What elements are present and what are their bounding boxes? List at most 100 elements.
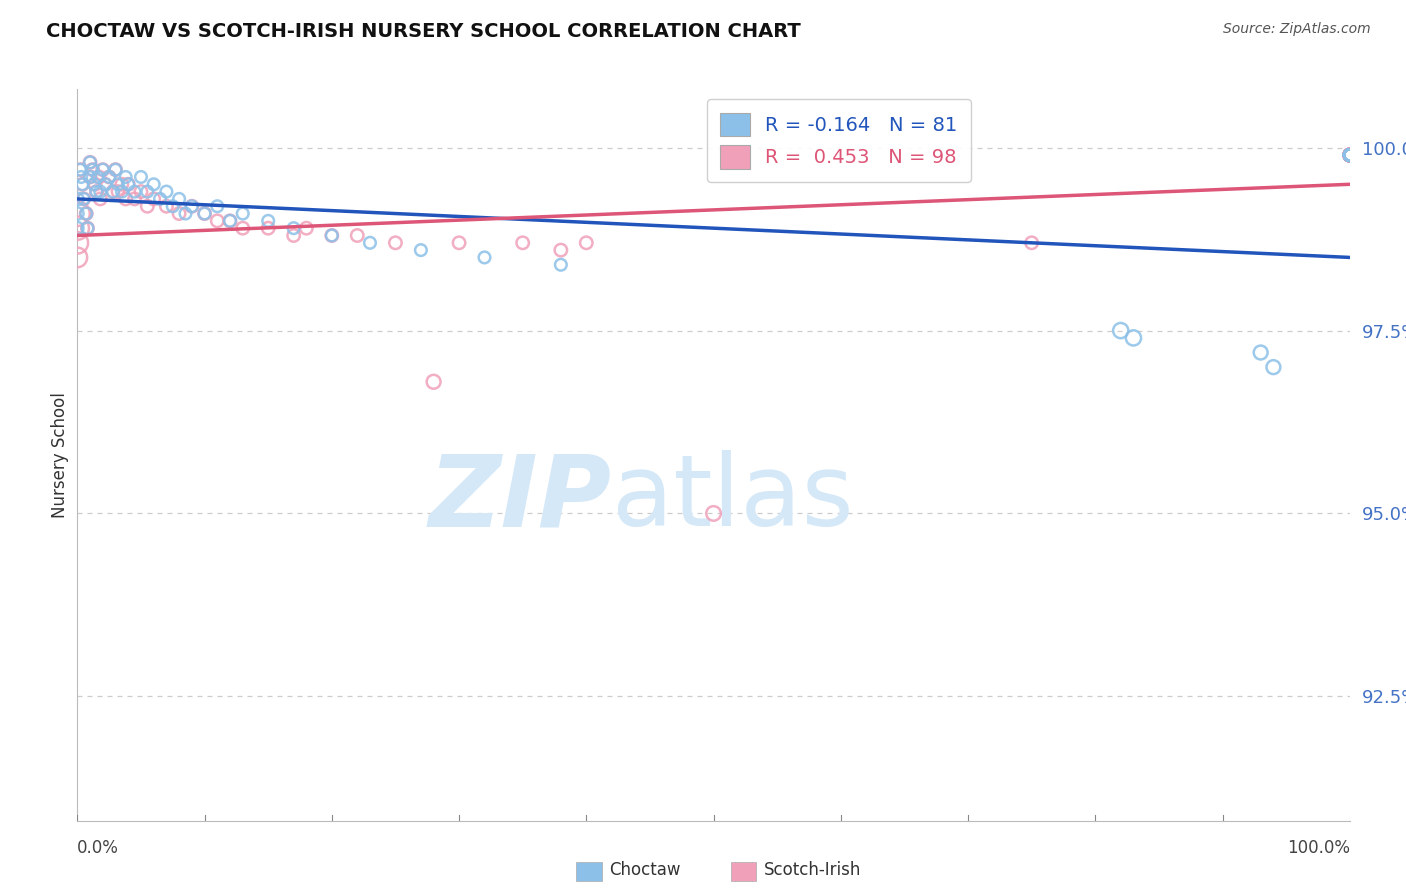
Point <box>117 178 139 192</box>
Legend: R = -0.164   N = 81, R =  0.453   N = 98: R = -0.164 N = 81, R = 0.453 N = 98 <box>707 99 972 182</box>
Point <box>257 214 280 228</box>
Point <box>98 169 121 184</box>
Point <box>114 169 136 184</box>
Point <box>1339 148 1361 162</box>
Point <box>1339 148 1361 162</box>
Text: ZIP: ZIP <box>429 450 612 548</box>
Point <box>82 162 104 177</box>
Point <box>1339 148 1361 162</box>
Point <box>1021 235 1043 250</box>
Point <box>66 206 89 220</box>
Point <box>1339 148 1361 162</box>
Point <box>1339 148 1361 162</box>
Point <box>1339 148 1361 162</box>
Point <box>129 169 152 184</box>
Point <box>94 178 117 192</box>
Y-axis label: Nursery School: Nursery School <box>51 392 69 518</box>
Point <box>1339 148 1361 162</box>
Point <box>422 375 444 389</box>
Point <box>1339 148 1361 162</box>
Point <box>1339 148 1361 162</box>
Point <box>86 185 108 199</box>
Point <box>111 178 134 192</box>
Point <box>66 221 89 235</box>
Point <box>124 185 146 199</box>
Point <box>1339 148 1361 162</box>
Point <box>512 235 534 250</box>
Point <box>86 185 108 199</box>
Point <box>1339 148 1361 162</box>
Point <box>1339 148 1361 162</box>
Point <box>219 214 242 228</box>
Point <box>117 178 139 192</box>
Point <box>1339 148 1361 162</box>
Point <box>1339 148 1361 162</box>
Text: Source: ZipAtlas.com: Source: ZipAtlas.com <box>1223 22 1371 37</box>
Point <box>1339 148 1361 162</box>
Point <box>1339 148 1361 162</box>
Point <box>1339 148 1361 162</box>
Point <box>70 162 93 177</box>
Point <box>82 162 104 177</box>
Point <box>321 228 343 243</box>
Point <box>1339 148 1361 162</box>
Point <box>76 221 98 235</box>
Point <box>1250 345 1272 359</box>
Point <box>104 162 127 177</box>
Point <box>91 162 114 177</box>
Point <box>142 178 165 192</box>
Point <box>1339 148 1361 162</box>
Text: 0.0%: 0.0% <box>77 839 120 857</box>
Point <box>1339 148 1361 162</box>
Text: 100.0%: 100.0% <box>1286 839 1350 857</box>
Point <box>162 199 184 213</box>
Point <box>1339 148 1361 162</box>
Point <box>295 221 318 235</box>
Point <box>1339 148 1361 162</box>
Point <box>1339 148 1361 162</box>
Point <box>124 192 146 206</box>
Point <box>1339 148 1361 162</box>
Point <box>79 155 101 169</box>
Point <box>79 155 101 169</box>
Point <box>75 206 97 220</box>
Point <box>142 192 165 206</box>
Point <box>283 228 305 243</box>
Point <box>79 169 101 184</box>
Point <box>1339 148 1361 162</box>
Point <box>83 178 105 192</box>
Point <box>1339 148 1361 162</box>
Point <box>1339 148 1361 162</box>
Point <box>1339 148 1361 162</box>
Point <box>180 199 202 213</box>
Point <box>207 199 229 213</box>
Point <box>72 178 94 192</box>
Point <box>155 185 177 199</box>
Point <box>1109 324 1132 338</box>
Point <box>1339 148 1361 162</box>
Point <box>73 192 96 206</box>
Point <box>1339 148 1361 162</box>
Point <box>1339 148 1361 162</box>
Point <box>149 192 172 206</box>
Point <box>449 235 471 250</box>
Point <box>1339 148 1361 162</box>
Point <box>550 258 572 272</box>
Point <box>129 185 152 199</box>
Point <box>207 214 229 228</box>
Point <box>1339 148 1361 162</box>
Point <box>1339 148 1361 162</box>
Point <box>66 235 89 250</box>
Text: atlas: atlas <box>612 450 853 548</box>
Point <box>1339 148 1361 162</box>
Point <box>1339 148 1361 162</box>
Point <box>359 235 381 250</box>
Point <box>1339 148 1361 162</box>
Point <box>66 192 89 206</box>
Point <box>66 221 89 235</box>
Point <box>321 228 343 243</box>
Point <box>1339 148 1361 162</box>
Point <box>1339 148 1361 162</box>
Point <box>1339 148 1361 162</box>
Point <box>384 235 406 250</box>
